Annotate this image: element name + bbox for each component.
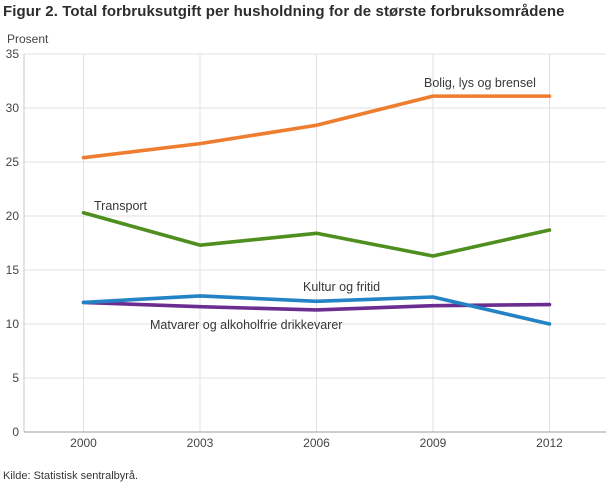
- y-axis-tick-label: 30: [6, 101, 20, 115]
- x-axis-tick-label: 2009: [420, 436, 447, 450]
- y-axis-tick-label: 0: [12, 425, 19, 439]
- y-axis-tick-label: 10: [6, 317, 20, 331]
- series-label-matvarer-og-alkoholfrie-drikkevarer: Matvarer og alkoholfrie drikkevarer: [150, 318, 342, 332]
- y-axis-unit-label: Prosent: [7, 32, 49, 46]
- x-axis-tick-label: 2003: [187, 436, 214, 450]
- source-note: Kilde: Statistisk sentralbyrå.: [3, 470, 139, 482]
- series-line-bolig-lys-og-brensel: [81, 94, 552, 160]
- y-axis-tick-label: 35: [6, 47, 20, 61]
- x-axis-tick-label: 2012: [536, 436, 563, 450]
- series-label-transport: Transport: [94, 199, 148, 213]
- series-line-transport: [81, 210, 552, 258]
- x-axis-tick-label: 2006: [303, 436, 330, 450]
- y-axis-tick-label: 20: [6, 209, 20, 223]
- series-line-kultur-og-fritid: [81, 294, 552, 326]
- chart-title: Figur 2. Total forbruksutgift per hushol…: [3, 3, 565, 20]
- y-axis-tick-label: 25: [6, 155, 20, 169]
- y-axis-tick-label: 15: [6, 263, 20, 277]
- series-label-kultur-og-fritid: Kultur og fritid: [303, 280, 380, 294]
- y-axis-tick-label: 5: [12, 371, 19, 385]
- x-axis-tick-label: 2000: [70, 436, 97, 450]
- series-label-bolig-lys-og-brensel: Bolig, lys og brensel: [424, 76, 536, 90]
